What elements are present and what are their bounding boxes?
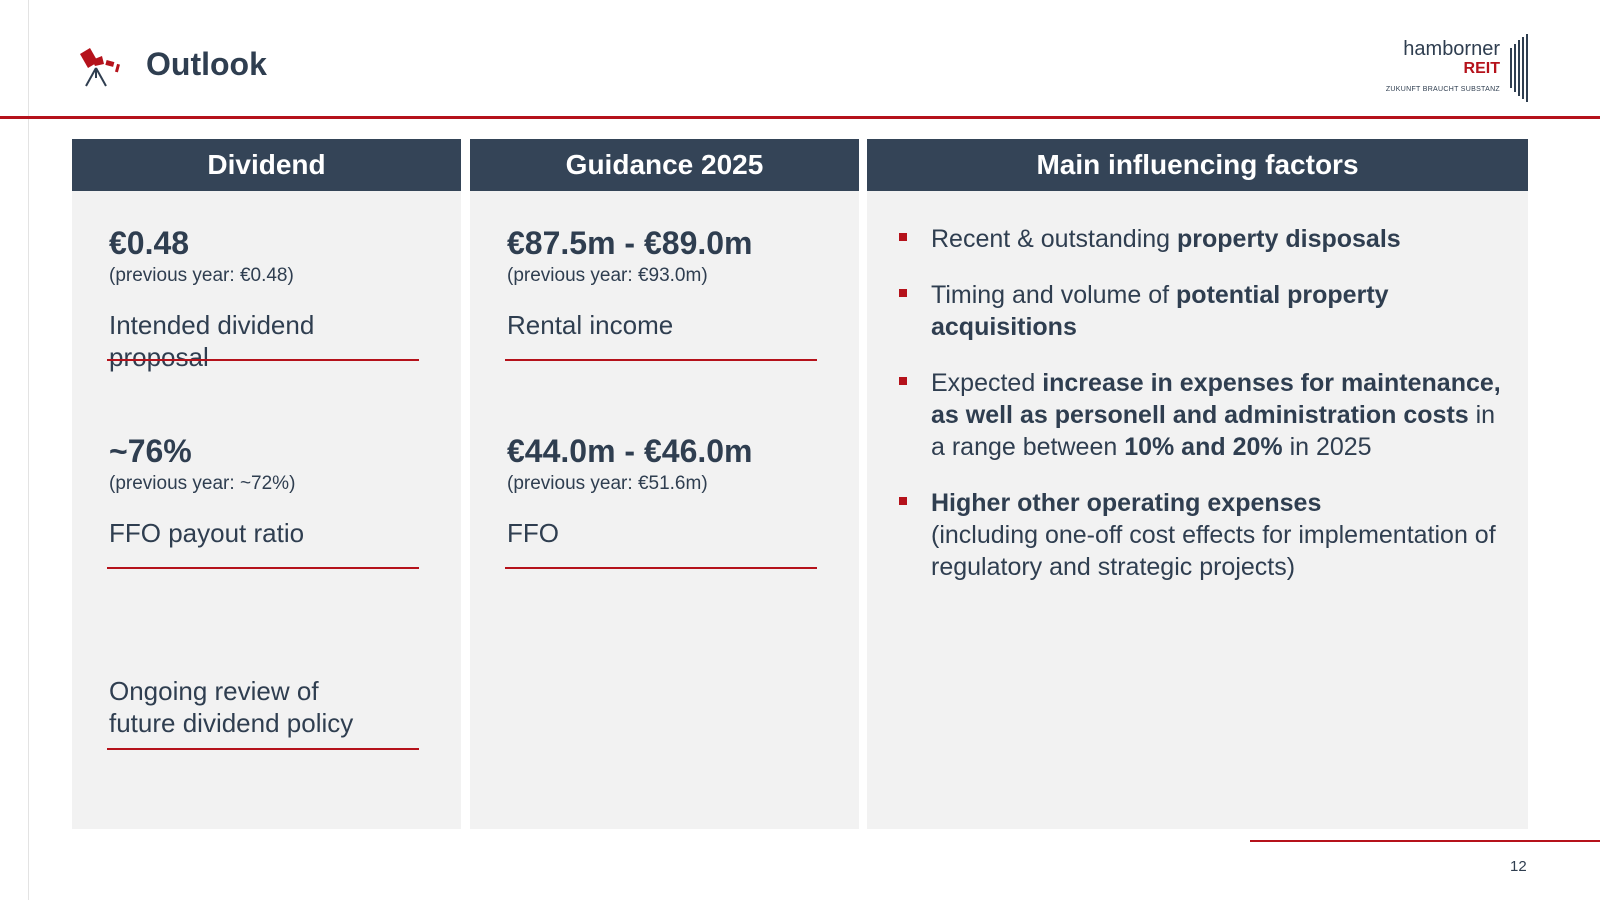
kpi-value: €0.48	[109, 225, 190, 261]
list-item: Timing and volume of potential property …	[897, 279, 1507, 343]
left-margin-rule	[28, 0, 29, 900]
list-item: Higher other operating expenses (includi…	[897, 487, 1507, 583]
kpi-value: €44.0m - €46.0m	[507, 433, 753, 469]
kpi-divider	[505, 567, 817, 569]
kpi-previous: (previous year: €51.6m)	[507, 473, 708, 494]
factor-emphasis: potential property acquisitions	[931, 281, 1389, 341]
factor-text: (including one-off cost effects for impl…	[931, 521, 1496, 581]
kpi-rental-income: €87.5m - €89.0m (previous year: €93.0m) …	[507, 225, 819, 341]
dividend-header: Dividend	[72, 139, 461, 191]
kpi-divider	[107, 359, 419, 361]
factors-header: Main influencing factors	[867, 139, 1528, 191]
kpi-ffo-payout-ratio: ~76% (previous year: ~72%) FFO payout ra…	[109, 433, 421, 549]
kpi-dividend-per-share: €0.48 (previous year: €0.48) Intended di…	[109, 225, 421, 373]
page-number: 12	[1510, 858, 1527, 875]
telescope-icon	[80, 48, 120, 87]
bullet-square-icon	[899, 497, 907, 505]
bullet-square-icon	[899, 377, 907, 385]
guidance-header: Guidance 2025	[470, 139, 859, 191]
factor-text: in 2025	[1282, 433, 1372, 461]
hamborner-logo: hamborner REIT ZUKUNFT BRAUCHT SUBSTANZ	[1386, 34, 1530, 104]
bullet-square-icon	[899, 233, 907, 241]
bullet-square-icon	[899, 289, 907, 297]
factor-text: Expected	[931, 369, 1043, 397]
guidance-panel: Guidance 2025 €87.5m - €89.0m (previous …	[470, 139, 859, 829]
logo-tagline: ZUKUNFT BRAUCHT SUBSTANZ	[1385, 86, 1500, 93]
note-line: future dividend policy	[109, 708, 354, 738]
dividend-policy-note: Ongoing review of future dividend policy	[109, 675, 421, 739]
kpi-previous: (previous year: €0.48)	[109, 265, 294, 286]
kpi-value: €87.5m - €89.0m	[507, 225, 753, 261]
header-divider	[0, 116, 1600, 119]
factor-emphasis: increase in expenses for maintenance, as…	[931, 369, 1501, 429]
logo-reit: REIT	[1463, 60, 1500, 77]
kpi-divider	[107, 748, 419, 750]
kpi-previous: (previous year: €93.0m)	[507, 265, 708, 286]
building-bars-icon	[1510, 34, 1528, 102]
footer-divider	[1250, 840, 1600, 842]
kpi-label: Rental income	[507, 310, 674, 340]
page-title: Outlook	[146, 46, 267, 82]
factor-text: in a range between	[931, 401, 1496, 461]
logo-name: hamborner	[1403, 38, 1500, 60]
list-item: Expected increase in expenses for mainte…	[897, 367, 1507, 463]
kpi-ffo: €44.0m - €46.0m (previous year: €51.6m) …	[507, 433, 819, 549]
factor-text: Recent & outstanding	[931, 225, 1177, 253]
factor-text: Timing and volume of	[931, 281, 1177, 309]
list-item: Recent & outstanding property disposals	[897, 223, 1507, 255]
kpi-divider	[505, 359, 817, 361]
kpi-label: Intended dividend proposal	[109, 310, 315, 372]
slide-header: Outlook hamborner REIT ZUKUNFT BRAUCHT S…	[0, 0, 1600, 120]
factor-emphasis: Higher other operating expenses	[931, 489, 1322, 517]
kpi-label: FFO payout ratio	[109, 518, 305, 548]
note-line: Ongoing review of	[109, 676, 319, 706]
factor-emphasis: property disposals	[1177, 225, 1401, 253]
factors-list: Recent & outstanding property disposals …	[897, 223, 1507, 607]
kpi-divider	[107, 567, 419, 569]
factors-panel: Main influencing factors Recent & outsta…	[867, 139, 1528, 829]
kpi-previous: (previous year: ~72%)	[109, 473, 296, 494]
factor-emphasis: 10% and 20%	[1124, 433, 1283, 461]
kpi-label: FFO	[507, 518, 559, 548]
dividend-panel: Dividend €0.48 (previous year: €0.48) In…	[72, 139, 461, 829]
kpi-value: ~76%	[109, 433, 192, 469]
